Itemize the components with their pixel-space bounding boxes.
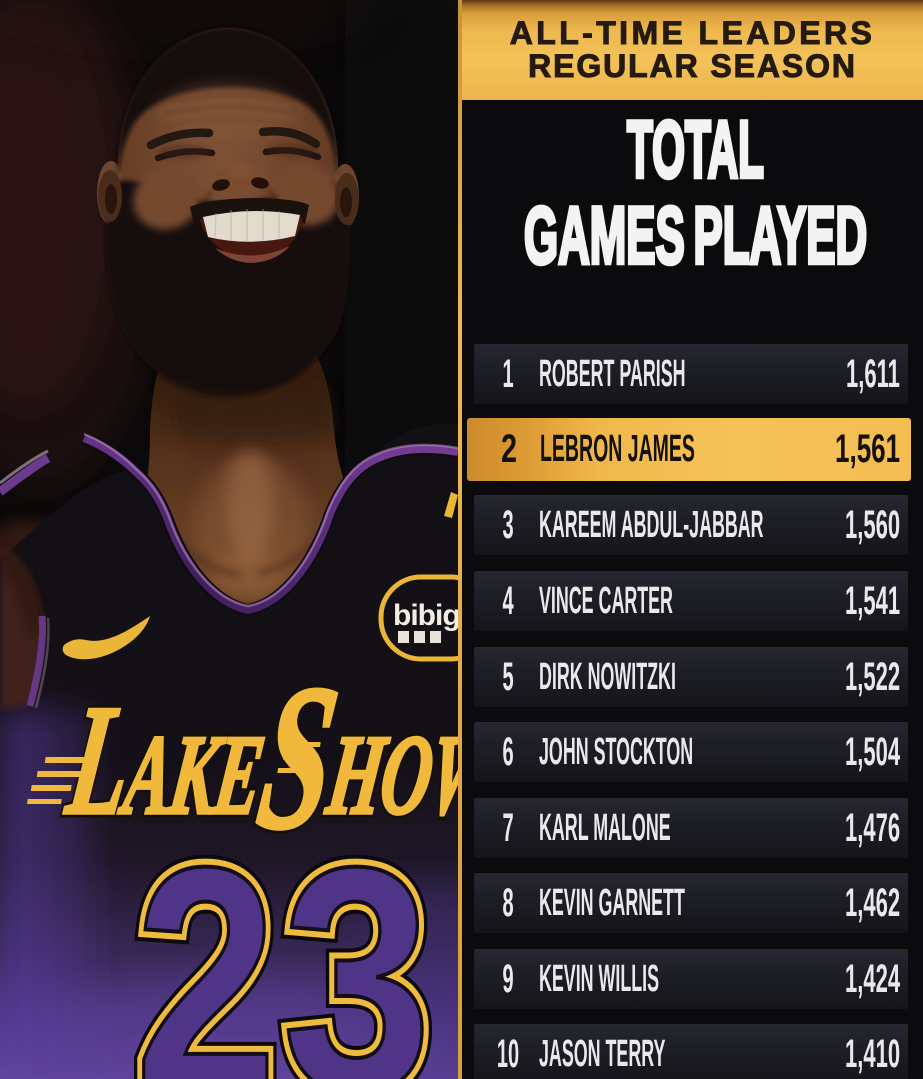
svg-text:2: 2 [135,802,277,1079]
svg-text:3: 3 [282,800,432,1079]
svg-text:3: 3 [282,800,432,1079]
svg-text:bibig: bibig [393,599,458,632]
svg-text:2: 2 [135,802,277,1079]
svg-text:2: 2 [135,802,277,1079]
svg-text:3: 3 [282,800,432,1079]
